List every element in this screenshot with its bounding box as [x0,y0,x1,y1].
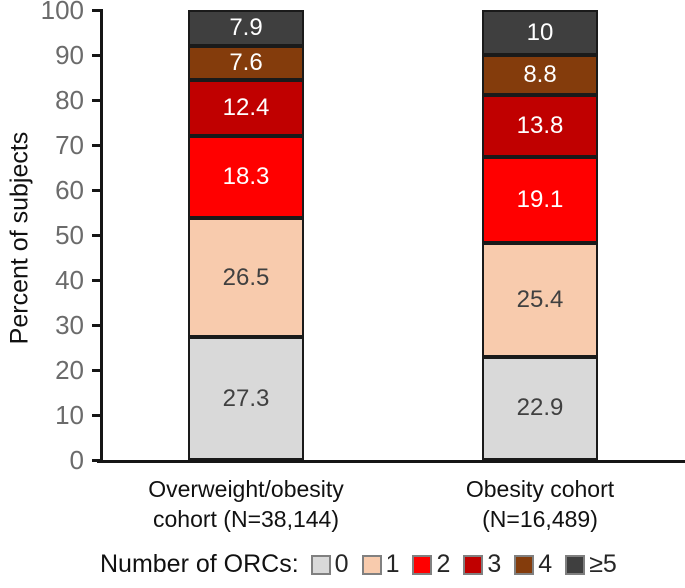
segment-orc-≥5: 10 [482,10,598,56]
segment-orc-4: 8.8 [482,55,598,95]
legend-item-orc-3: 3 [463,550,501,579]
legend-item-orc-≥5: ≥5 [565,550,617,579]
y-tick-mark-30 [92,323,103,327]
legend-item-orc-2: 2 [412,550,450,579]
y-tick-label-70: 70 [55,130,84,160]
y-tick-label-20: 20 [55,355,84,385]
legend-label: 2 [436,550,451,578]
y-tick-mark-80 [92,98,103,102]
legend-label: ≥5 [589,550,617,578]
legend-swatch-icon [412,554,433,575]
y-tick-mark-50 [92,233,103,237]
bar-obesity-cohort: 10 8.8 13.8 19.1 25.4 22.9 [482,10,598,460]
bar-overweight-obesity: 7.9 7.6 12.4 18.3 26.5 27.3 [188,10,304,460]
segment-orc-4: 7.6 [188,45,304,80]
y-tick-mark-40 [92,278,103,282]
segment-orc-0: 22.9 [482,356,598,460]
y-tick-label-100: 100 [40,0,84,25]
y-tick-mark-20 [92,368,103,372]
segment-value-label: 12.4 [222,93,270,121]
y-tick-label-80: 80 [55,85,84,115]
legend-item-orc-4: 4 [514,550,552,579]
segment-orc-3: 12.4 [188,79,304,136]
segment-orc-3: 13.8 [482,94,598,157]
segment-value-label: 27.3 [222,384,270,412]
segment-value-label: 22.9 [516,394,564,422]
legend: Number of ORCs: 0 1 2 3 4 ≥5 [100,550,630,579]
segment-value-label: 8.8 [523,60,557,88]
y-tick-mark-90 [92,53,103,57]
y-tick-label-40: 40 [55,265,84,295]
segment-orc-2: 19.1 [482,156,598,243]
segment-value-label: 26.5 [222,263,270,291]
legend-item-orc-0: 0 [310,550,349,579]
segment-orc-0: 27.3 [188,337,304,460]
legend-title: Number of ORCs: [100,550,299,578]
legend-item-orc-1: 1 [361,550,400,579]
legend-label: 0 [334,550,349,578]
legend-swatch-icon [565,554,586,575]
legend-label: 1 [385,550,400,578]
legend-swatch-icon [514,554,535,575]
x-axis-line [97,460,685,463]
y-tick-mark-70 [92,143,103,147]
segment-orc-1: 26.5 [188,217,304,338]
y-tick-label-0: 0 [69,445,84,475]
segment-value-label: 10 [526,18,554,46]
y-tick-label-10: 10 [55,400,84,430]
y-tick-label-60: 60 [55,175,84,205]
legend-swatch-icon [310,554,331,575]
y-tick-label-90: 90 [55,40,84,70]
plot-area: 7.9 7.6 12.4 18.3 26.5 27.3 10 8.8 13.8 19.1 25.4 2… [103,10,685,460]
y-tick-mark-100 [92,8,103,12]
legend-swatch-icon [361,554,382,575]
legend-swatch-icon [463,554,484,575]
y-tick-label-50: 50 [55,220,84,250]
y-tick-label-30: 30 [55,310,84,340]
legend-label: 3 [487,550,502,578]
category-label-2: Obesity cohort (N=16,489) [465,476,615,532]
y-tick-mark-0 [92,458,103,462]
segment-value-label: 7.6 [229,48,263,76]
y-tick-mark-10 [92,413,103,417]
category-label-1: Overweight/obesity cohort (N=38,144) [148,476,344,532]
segment-value-label: 7.9 [229,13,263,41]
segment-orc-2: 18.3 [188,135,304,218]
segment-value-label: 25.4 [516,285,564,313]
segment-value-label: 19.1 [516,185,564,213]
y-tick-mark-60 [92,188,103,192]
segment-value-label: 13.8 [516,111,564,139]
legend-label: 4 [538,550,553,578]
segment-orc-≥5: 7.9 [188,10,304,46]
segment-orc-1: 25.4 [482,242,598,357]
segment-value-label: 18.3 [222,162,270,190]
